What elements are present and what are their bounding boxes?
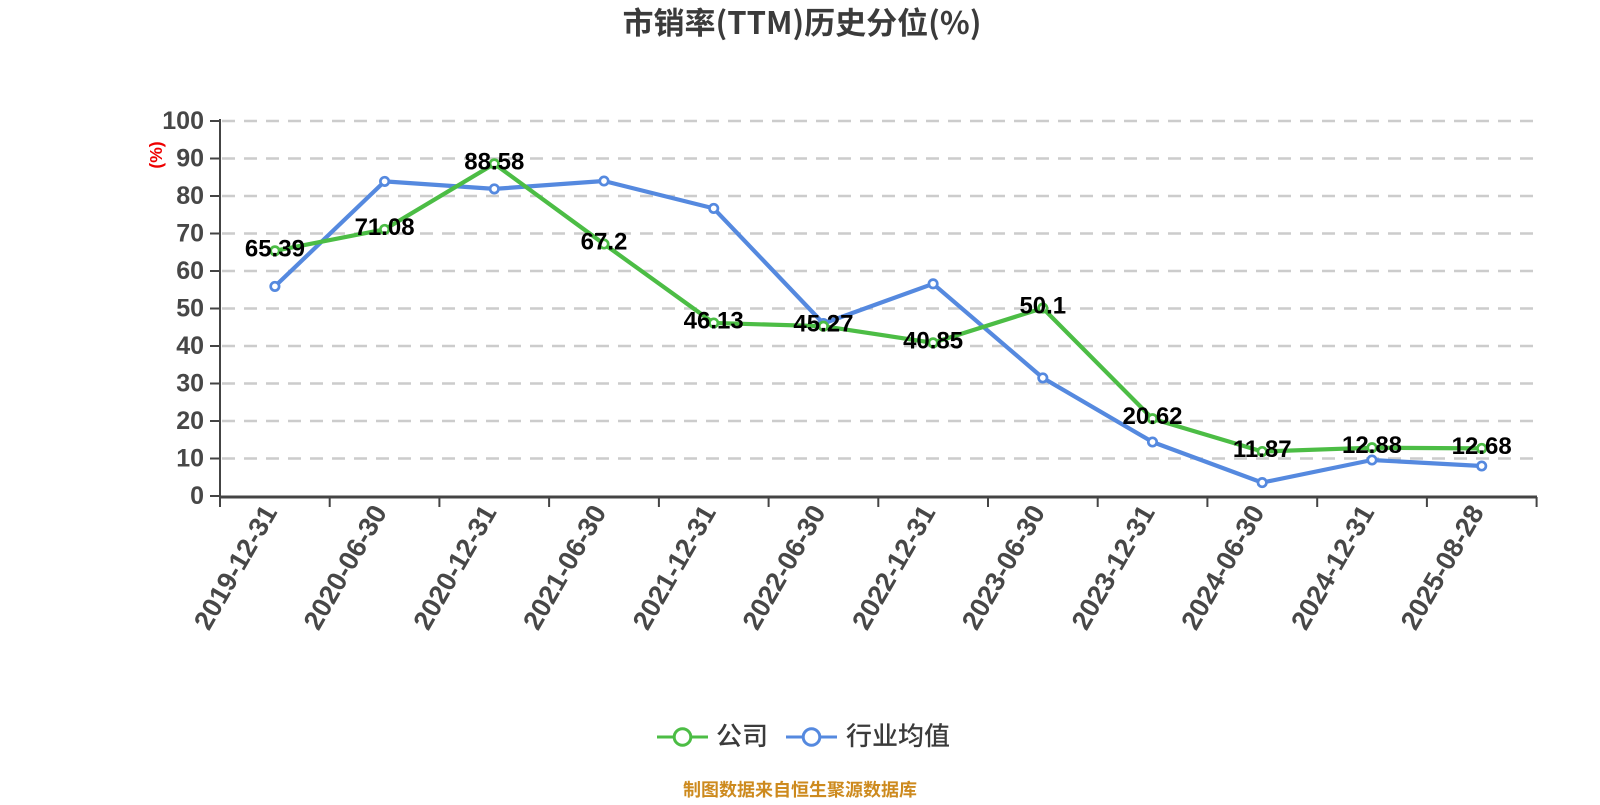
svg-text:100: 100 xyxy=(162,107,204,135)
svg-text:(%): (%) xyxy=(146,141,166,168)
svg-text:60: 60 xyxy=(176,257,204,285)
svg-text:46.13: 46.13 xyxy=(684,308,744,335)
svg-text:40.85: 40.85 xyxy=(903,327,963,354)
svg-text:50.1: 50.1 xyxy=(1019,293,1066,320)
svg-text:11.87: 11.87 xyxy=(1233,436,1292,463)
svg-text:20.62: 20.62 xyxy=(1122,403,1182,430)
svg-text:88.58: 88.58 xyxy=(464,148,524,175)
svg-text:0: 0 xyxy=(190,482,204,510)
svg-text:70: 70 xyxy=(176,220,204,248)
svg-text:71.08: 71.08 xyxy=(355,214,415,241)
svg-text:30: 30 xyxy=(176,370,204,398)
svg-text:80: 80 xyxy=(176,182,204,210)
svg-text:10: 10 xyxy=(176,445,204,473)
svg-text:90: 90 xyxy=(176,145,204,173)
svg-text:12.68: 12.68 xyxy=(1452,433,1512,460)
svg-text:45.27: 45.27 xyxy=(793,311,853,338)
svg-text:40: 40 xyxy=(176,332,204,360)
svg-text:20: 20 xyxy=(176,407,204,435)
svg-text:65.39: 65.39 xyxy=(245,235,305,262)
svg-text:67.2: 67.2 xyxy=(581,229,628,256)
svg-text:50: 50 xyxy=(176,295,204,323)
svg-text:12.88: 12.88 xyxy=(1342,432,1402,459)
